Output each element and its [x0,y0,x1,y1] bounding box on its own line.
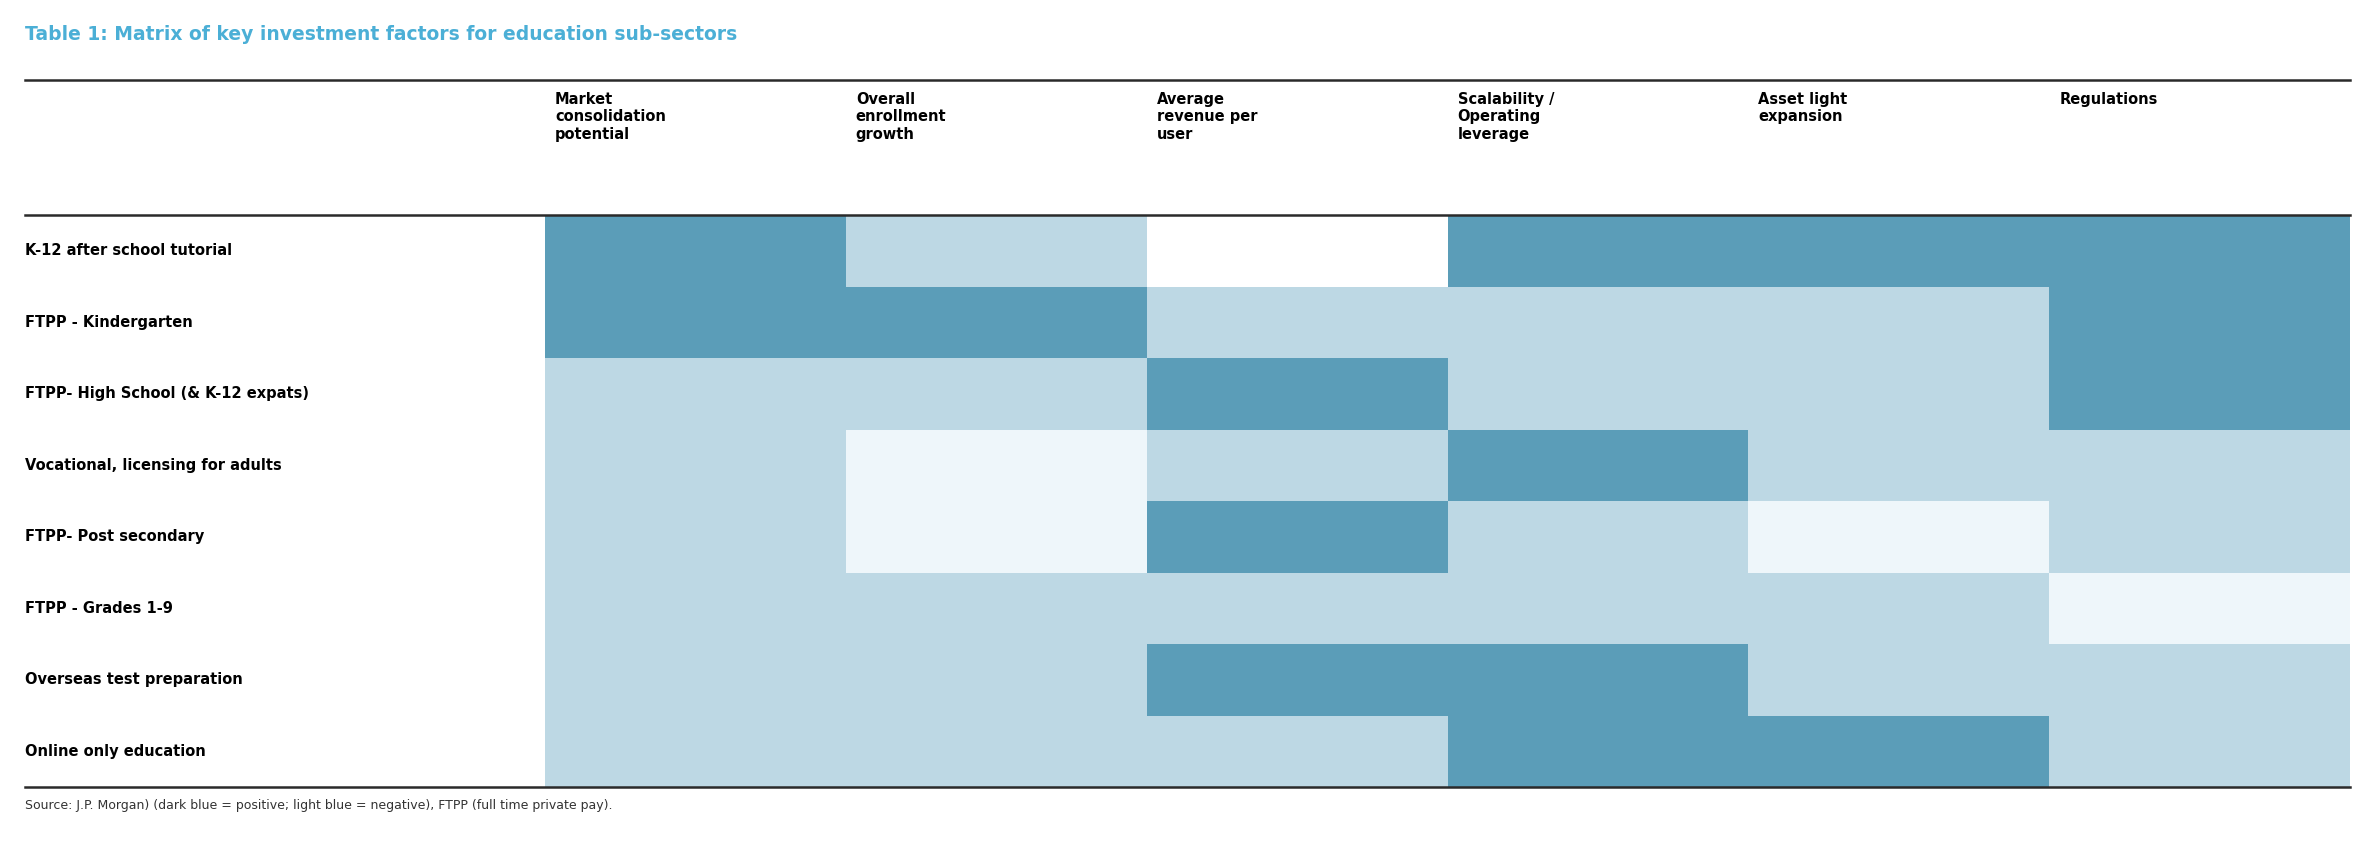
Bar [544,286,846,358]
Bar [1147,286,1446,358]
Bar [2050,286,2349,358]
Text: Vocational, licensing for adults: Vocational, licensing for adults [26,458,283,472]
Bar [1748,215,2050,286]
Bar [1147,716,1446,787]
Bar [2050,716,2349,787]
Bar [1748,716,2050,787]
Text: Source: J.P. Morgan) (dark blue = positive; light blue = negative), FTPP (full t: Source: J.P. Morgan) (dark blue = positi… [26,799,613,812]
Text: Overseas test preparation: Overseas test preparation [26,672,242,687]
Bar [2050,429,2349,501]
Bar [544,215,846,286]
Text: Average
revenue per
user: Average revenue per user [1157,92,1256,141]
Bar [1446,644,1748,716]
Bar [1748,644,2050,716]
Bar [1147,573,1446,644]
Bar [846,716,1147,787]
Bar [544,716,846,787]
Bar [2050,358,2349,429]
Bar [544,573,846,644]
Bar [1147,429,1446,501]
Bar [1748,501,2050,573]
Bar [544,501,846,573]
Bar [1446,286,1748,358]
Text: Asset light
expansion: Asset light expansion [1758,92,1848,125]
Text: Market
consolidation
potential: Market consolidation potential [556,92,665,141]
Bar [1748,429,2050,501]
Bar [1446,501,1748,573]
Bar [1446,716,1748,787]
Text: K-12 after school tutorial: K-12 after school tutorial [26,243,233,258]
Bar [1748,286,2050,358]
Bar [846,501,1147,573]
Text: Table 1: Matrix of key investment factors for education sub-sectors: Table 1: Matrix of key investment factor… [26,25,736,44]
Bar [846,215,1147,286]
Bar [846,573,1147,644]
Bar [2050,644,2349,716]
Bar [846,286,1147,358]
Bar [2050,573,2349,644]
Bar [1147,644,1446,716]
Bar [1147,358,1446,429]
Bar [1147,501,1446,573]
Text: Online only education: Online only education [26,743,207,759]
Text: Regulations: Regulations [2059,92,2156,107]
Bar [846,644,1147,716]
Bar [2050,501,2349,573]
Bar [1446,573,1748,644]
Text: FTPP - Grades 1-9: FTPP - Grades 1-9 [26,600,173,616]
Bar [1748,358,2050,429]
Text: FTPP- Post secondary: FTPP- Post secondary [26,530,204,544]
Text: FTPP - Kindergarten: FTPP - Kindergarten [26,315,192,330]
Bar [846,358,1147,429]
Text: Scalability /
Operating
leverage: Scalability / Operating leverage [1458,92,1553,141]
Bar [1147,215,1446,286]
Bar [846,429,1147,501]
Bar [544,358,846,429]
Bar [1446,358,1748,429]
Bar [544,644,846,716]
Bar [1446,215,1748,286]
Bar [544,429,846,501]
Text: FTPP- High School (& K-12 expats): FTPP- High School (& K-12 expats) [26,386,309,402]
Bar [1446,429,1748,501]
Bar [2050,215,2349,286]
Bar [1748,573,2050,644]
Text: Overall
enrollment
growth: Overall enrollment growth [855,92,948,141]
